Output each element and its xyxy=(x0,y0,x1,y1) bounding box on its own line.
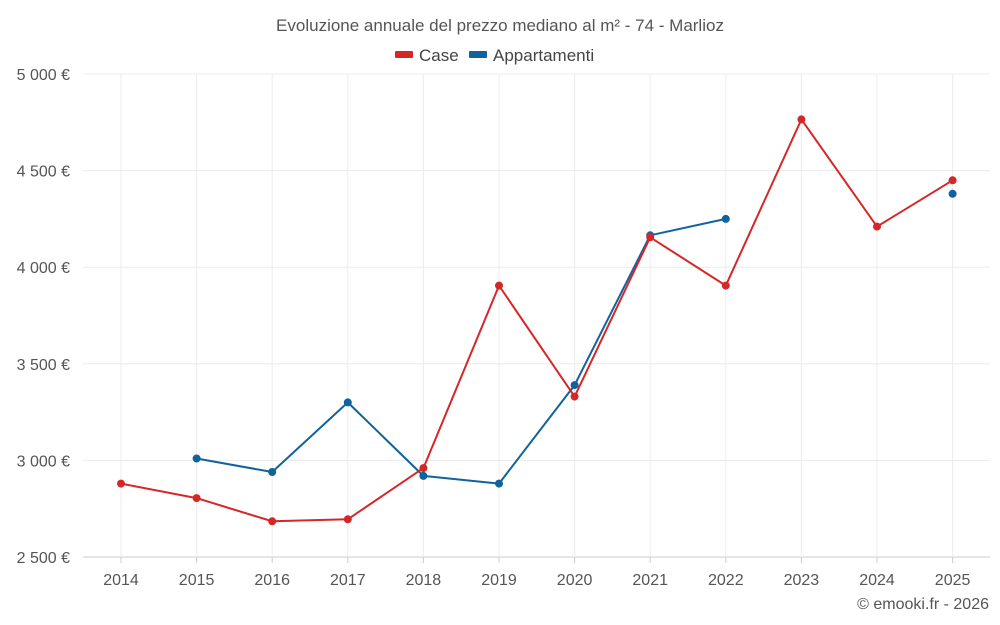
data-point-appartamenti-2015[interactable] xyxy=(192,454,201,463)
data-point-case-2017[interactable] xyxy=(343,515,352,524)
x-tick-label: 2015 xyxy=(179,572,215,589)
data-point-case-2025[interactable] xyxy=(948,176,957,185)
data-point-case-2023[interactable] xyxy=(797,115,806,124)
legend-item-appartamenti[interactable]: Appartamenti xyxy=(469,46,594,65)
data-point-appartamenti-2018[interactable] xyxy=(419,471,428,480)
series-line-case xyxy=(120,118,954,523)
data-point-case-2022[interactable] xyxy=(721,281,730,290)
series xyxy=(117,115,957,526)
data-point-case-2014[interactable] xyxy=(117,479,125,488)
y-tick-label: 4 500 € xyxy=(17,164,70,181)
x-tick-label: 2024 xyxy=(859,572,895,589)
x-axis-ticks: 2014 2015 2016 2017 2018 2019 2020 2021 2022 2023… xyxy=(103,557,970,589)
y-tick-label: 4 000 € xyxy=(17,260,70,277)
legend-label-case: Case xyxy=(419,46,459,65)
data-point-case-2020[interactable] xyxy=(570,392,579,401)
data-point-case-2021[interactable] xyxy=(646,233,655,242)
data-point-appartamenti-2016[interactable] xyxy=(268,468,277,476)
x-tick-label: 2016 xyxy=(254,572,290,589)
data-point-case-2016[interactable] xyxy=(268,517,277,526)
legend-swatch-case xyxy=(395,51,413,58)
x-tick-label: 2019 xyxy=(481,572,517,589)
data-point-appartamenti-2022[interactable] xyxy=(721,214,730,223)
y-tick-label: 5 000 € xyxy=(17,67,70,84)
x-tick-label: 2023 xyxy=(784,572,820,589)
x-tick-label: 2014 xyxy=(103,572,139,589)
chart-title: Evoluzione annuale del prezzo mediano al… xyxy=(276,16,724,35)
data-point-appartamenti-2025[interactable] xyxy=(948,189,957,198)
x-tick-label: 2025 xyxy=(935,572,971,589)
x-tick-label: 2018 xyxy=(406,572,442,589)
data-point-case-2015[interactable] xyxy=(192,494,201,503)
data-point-appartamenti-2019[interactable] xyxy=(495,479,503,488)
data-point-case-2019[interactable] xyxy=(495,281,503,290)
y-tick-label: 3 500 € xyxy=(17,357,70,374)
data-point-appartamenti-2020[interactable] xyxy=(570,381,579,390)
x-tick-label: 2022 xyxy=(708,572,744,589)
x-tick-label: 2017 xyxy=(330,572,366,589)
legend-item-case[interactable]: Case xyxy=(395,46,459,65)
series-case xyxy=(117,115,957,526)
data-point-case-2024[interactable] xyxy=(873,222,881,231)
legend-label-appartamenti: Appartamenti xyxy=(493,46,594,65)
data-point-appartamenti-2017[interactable] xyxy=(343,398,352,407)
data-point-case-2018[interactable] xyxy=(419,464,428,473)
legend: Case Appartamenti xyxy=(395,46,594,65)
x-tick-label: 2020 xyxy=(557,572,593,589)
y-tick-label: 3 000 € xyxy=(17,453,70,470)
x-tick-label: 2021 xyxy=(632,572,668,589)
legend-swatch-appartamenti xyxy=(469,51,487,58)
series-line-appartamenti xyxy=(196,217,727,485)
y-tick-label: 2 500 € xyxy=(17,550,70,567)
y-axis-ticks: 5 000 € 4 500 € 4 000 € 3 500 € 3 000 € 2 500… xyxy=(17,67,70,567)
credit-text: © emooki.fr - 2026 xyxy=(857,596,989,613)
grid xyxy=(83,73,990,558)
